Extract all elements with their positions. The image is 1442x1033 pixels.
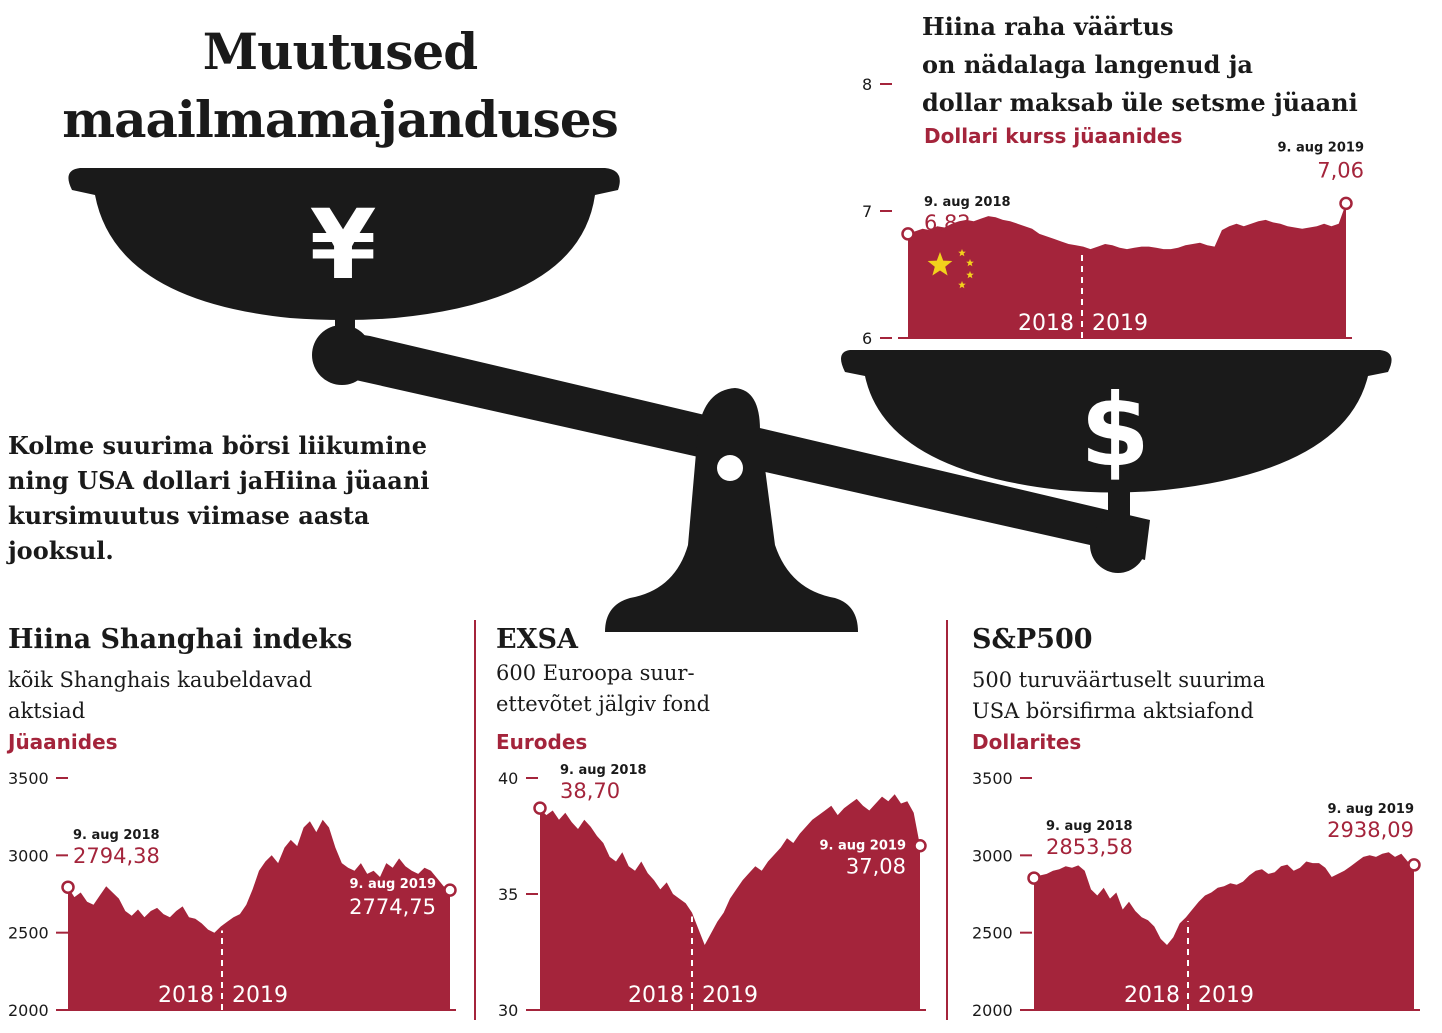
y-tick-label: 3000 bbox=[972, 846, 1013, 865]
shanghai-unit: Jüaanides bbox=[8, 730, 118, 754]
yuan-heading-line-3: dollar maksab üle setsme jüaani bbox=[922, 88, 1358, 117]
year-label-start: 2018 bbox=[1124, 983, 1180, 1008]
right-pivot-knob bbox=[1090, 517, 1146, 573]
flag-small-star-icon bbox=[966, 259, 974, 267]
yuan-heading: Hiina raha väärtus on nädalaga langenud … bbox=[922, 8, 1358, 122]
shanghai-sub-line-1: kõik Shanghais kaubeldavad bbox=[8, 668, 313, 692]
shanghai-heading: Hiina Shanghai indeks bbox=[8, 624, 353, 655]
y-tick-label: 30 bbox=[498, 1001, 518, 1020]
column-divider-2 bbox=[946, 620, 948, 1020]
shanghai-subheading: kõik Shanghais kaubeldavad aktsiad bbox=[8, 665, 312, 727]
page-title: Muutused maailmamajanduses bbox=[60, 18, 620, 154]
start-date-label: 9. aug 2018 bbox=[924, 195, 1011, 210]
title-line-2: maailmamajanduses bbox=[62, 90, 619, 149]
start-point-marker bbox=[61, 880, 75, 894]
year-label-end: 2019 bbox=[232, 983, 288, 1008]
end-point-marker bbox=[443, 883, 457, 897]
left-pivot-knob bbox=[312, 325, 372, 385]
start-value-label: 2794,38 bbox=[73, 844, 160, 868]
y-tick-label: 6 bbox=[862, 329, 872, 348]
y-tick-label: 2000 bbox=[8, 1001, 49, 1020]
series-area bbox=[68, 819, 450, 1010]
right-pan-stem bbox=[1108, 480, 1130, 530]
y-tick-label: 3000 bbox=[8, 846, 49, 865]
flag-big-star-icon bbox=[927, 252, 953, 276]
y-tick-label: 2000 bbox=[972, 1001, 1013, 1020]
y-tick-label: 3500 bbox=[972, 769, 1013, 788]
end-value-label: 2938,09 bbox=[1327, 818, 1414, 842]
sp500-sub-line-2: USA börsifirma aktsiafond bbox=[972, 699, 1254, 723]
start-date-label: 9. aug 2018 bbox=[73, 828, 160, 843]
end-value-label: 7,06 bbox=[1317, 158, 1364, 182]
exsa-unit: Eurodes bbox=[496, 730, 588, 754]
end-date-label: 9. aug 2019 bbox=[1277, 140, 1364, 155]
end-point-marker bbox=[913, 838, 927, 853]
start-date-label: 9. aug 2018 bbox=[1046, 819, 1133, 834]
year-label-start: 2018 bbox=[158, 983, 214, 1008]
start-value-label: 6,82 bbox=[924, 211, 971, 235]
year-label-end: 2019 bbox=[1092, 311, 1148, 336]
end-date-label: 9. aug 2019 bbox=[349, 877, 436, 892]
end-value-label: 37,08 bbox=[846, 855, 906, 879]
y-tick-label: 35 bbox=[498, 885, 518, 904]
series-area bbox=[1034, 852, 1414, 1010]
end-date-label: 9. aug 2019 bbox=[1327, 802, 1414, 817]
intro-line-1: Kolme suurima börsi liikumine bbox=[8, 431, 428, 460]
end-date-label: 9. aug 2019 bbox=[819, 839, 906, 854]
y-tick-label: 2500 bbox=[8, 924, 49, 943]
sp500-sub-line-1: 500 turuväärtuselt suurima bbox=[972, 668, 1266, 692]
intro-line-2: ning USA dollari jaHiina jüaani bbox=[8, 466, 430, 495]
y-tick-label: 3500 bbox=[8, 769, 49, 788]
start-date-label: 9. aug 2018 bbox=[560, 763, 647, 778]
start-point-marker bbox=[901, 227, 915, 241]
sp500-subheading: 500 turuväärtuselt suurima USA börsifirm… bbox=[972, 665, 1265, 727]
flag-small-star-icon bbox=[958, 249, 966, 257]
exsa-sub-line-2: ettevõtet jälgiv fond bbox=[496, 692, 711, 716]
scale-stand bbox=[605, 388, 858, 632]
start-value-label: 2853,58 bbox=[1046, 835, 1133, 859]
end-point-marker bbox=[1407, 858, 1421, 872]
flag-small-star-icon bbox=[958, 281, 966, 289]
exsa-heading: EXSA bbox=[496, 624, 578, 655]
sp500-chart: 2000 2500 3000 3500 2018 2019 9. aug 20182853,… bbox=[972, 769, 1421, 1020]
start-point-marker bbox=[533, 801, 547, 815]
exsa-subheading: 600 Euroopa suur- ettevõtet jälgiv fond bbox=[496, 658, 710, 720]
title-line-1: Muutused bbox=[202, 22, 478, 81]
end-point-marker bbox=[1339, 196, 1353, 211]
right-pan bbox=[841, 350, 1392, 493]
flag-small-star-icon bbox=[966, 271, 974, 279]
balance-scale-illustration: ¥ $ bbox=[68, 168, 1392, 632]
y-tick-label: 40 bbox=[498, 769, 518, 788]
yuan-symbol: ¥ bbox=[310, 189, 377, 301]
dollar-symbol: $ bbox=[1080, 372, 1150, 489]
year-label-end: 2019 bbox=[1198, 983, 1254, 1008]
year-label-start: 2018 bbox=[1018, 311, 1074, 336]
start-value-label: 38,70 bbox=[560, 779, 620, 803]
shanghai-sub-line-2: aktsiad bbox=[8, 699, 86, 723]
yuan-unit: Dollari kurss jüaanides bbox=[924, 124, 1183, 148]
left-pan bbox=[68, 168, 620, 320]
series-area bbox=[908, 203, 1346, 338]
shanghai-chart: 2000 2500 3000 3500 2018 2019 9. aug 20182794,… bbox=[8, 769, 457, 1020]
year-label-start: 2018 bbox=[628, 983, 684, 1008]
intro-line-3: kursimuutus viimase aasta jooksul. bbox=[8, 501, 370, 565]
y-tick-label: 7 bbox=[862, 202, 872, 221]
end-value-label: 2774,75 bbox=[349, 895, 436, 919]
intro-text: Kolme suurima börsi liikumine ning USA d… bbox=[8, 428, 448, 568]
year-label-end: 2019 bbox=[702, 983, 758, 1008]
exsa-sub-line-1: 600 Euroopa suur- bbox=[496, 661, 695, 685]
yuan-heading-line-2: on nädalaga langenud ja bbox=[922, 50, 1253, 79]
sp500-heading: S&P500 bbox=[972, 624, 1093, 655]
y-tick-label: 2500 bbox=[972, 924, 1013, 943]
start-point-marker bbox=[1027, 871, 1041, 885]
column-divider-1 bbox=[474, 620, 476, 1020]
y-tick-label: 8 bbox=[862, 75, 872, 94]
yuan-heading-line-1: Hiina raha väärtus bbox=[922, 12, 1174, 41]
series-area bbox=[540, 794, 920, 1010]
stand-hole bbox=[717, 455, 743, 481]
sp500-unit: Dollarites bbox=[972, 730, 1082, 754]
